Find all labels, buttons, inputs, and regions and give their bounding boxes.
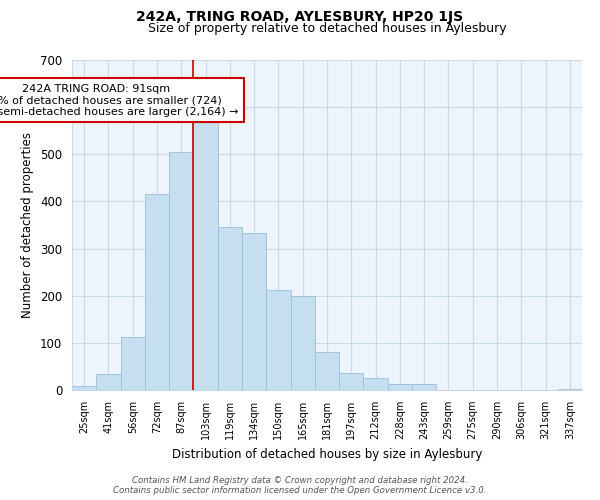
Bar	[290, 296, 315, 390]
Bar	[388, 384, 412, 390]
Bar	[169, 152, 193, 390]
Text: Contains HM Land Registry data © Crown copyright and database right 2024.
Contai: Contains HM Land Registry data © Crown c…	[113, 476, 487, 495]
Bar	[242, 233, 266, 390]
Bar	[121, 336, 145, 390]
Bar	[364, 378, 388, 390]
Bar	[266, 290, 290, 390]
Text: 242A TRING ROAD: 91sqm
← 25% of detached houses are smaller (724)
75% of semi-de: 242A TRING ROAD: 91sqm ← 25% of detached…	[0, 84, 238, 117]
Bar	[193, 118, 218, 390]
Bar	[96, 374, 121, 390]
Bar	[315, 352, 339, 390]
Bar	[218, 228, 242, 390]
X-axis label: Distribution of detached houses by size in Aylesbury: Distribution of detached houses by size …	[172, 448, 482, 460]
Bar	[412, 384, 436, 390]
Title: Size of property relative to detached houses in Aylesbury: Size of property relative to detached ho…	[148, 22, 506, 35]
Text: 242A, TRING ROAD, AYLESBURY, HP20 1JS: 242A, TRING ROAD, AYLESBURY, HP20 1JS	[136, 10, 464, 24]
Bar	[72, 386, 96, 390]
Bar	[339, 372, 364, 390]
Y-axis label: Number of detached properties: Number of detached properties	[22, 132, 34, 318]
Bar	[558, 388, 582, 390]
Bar	[145, 194, 169, 390]
